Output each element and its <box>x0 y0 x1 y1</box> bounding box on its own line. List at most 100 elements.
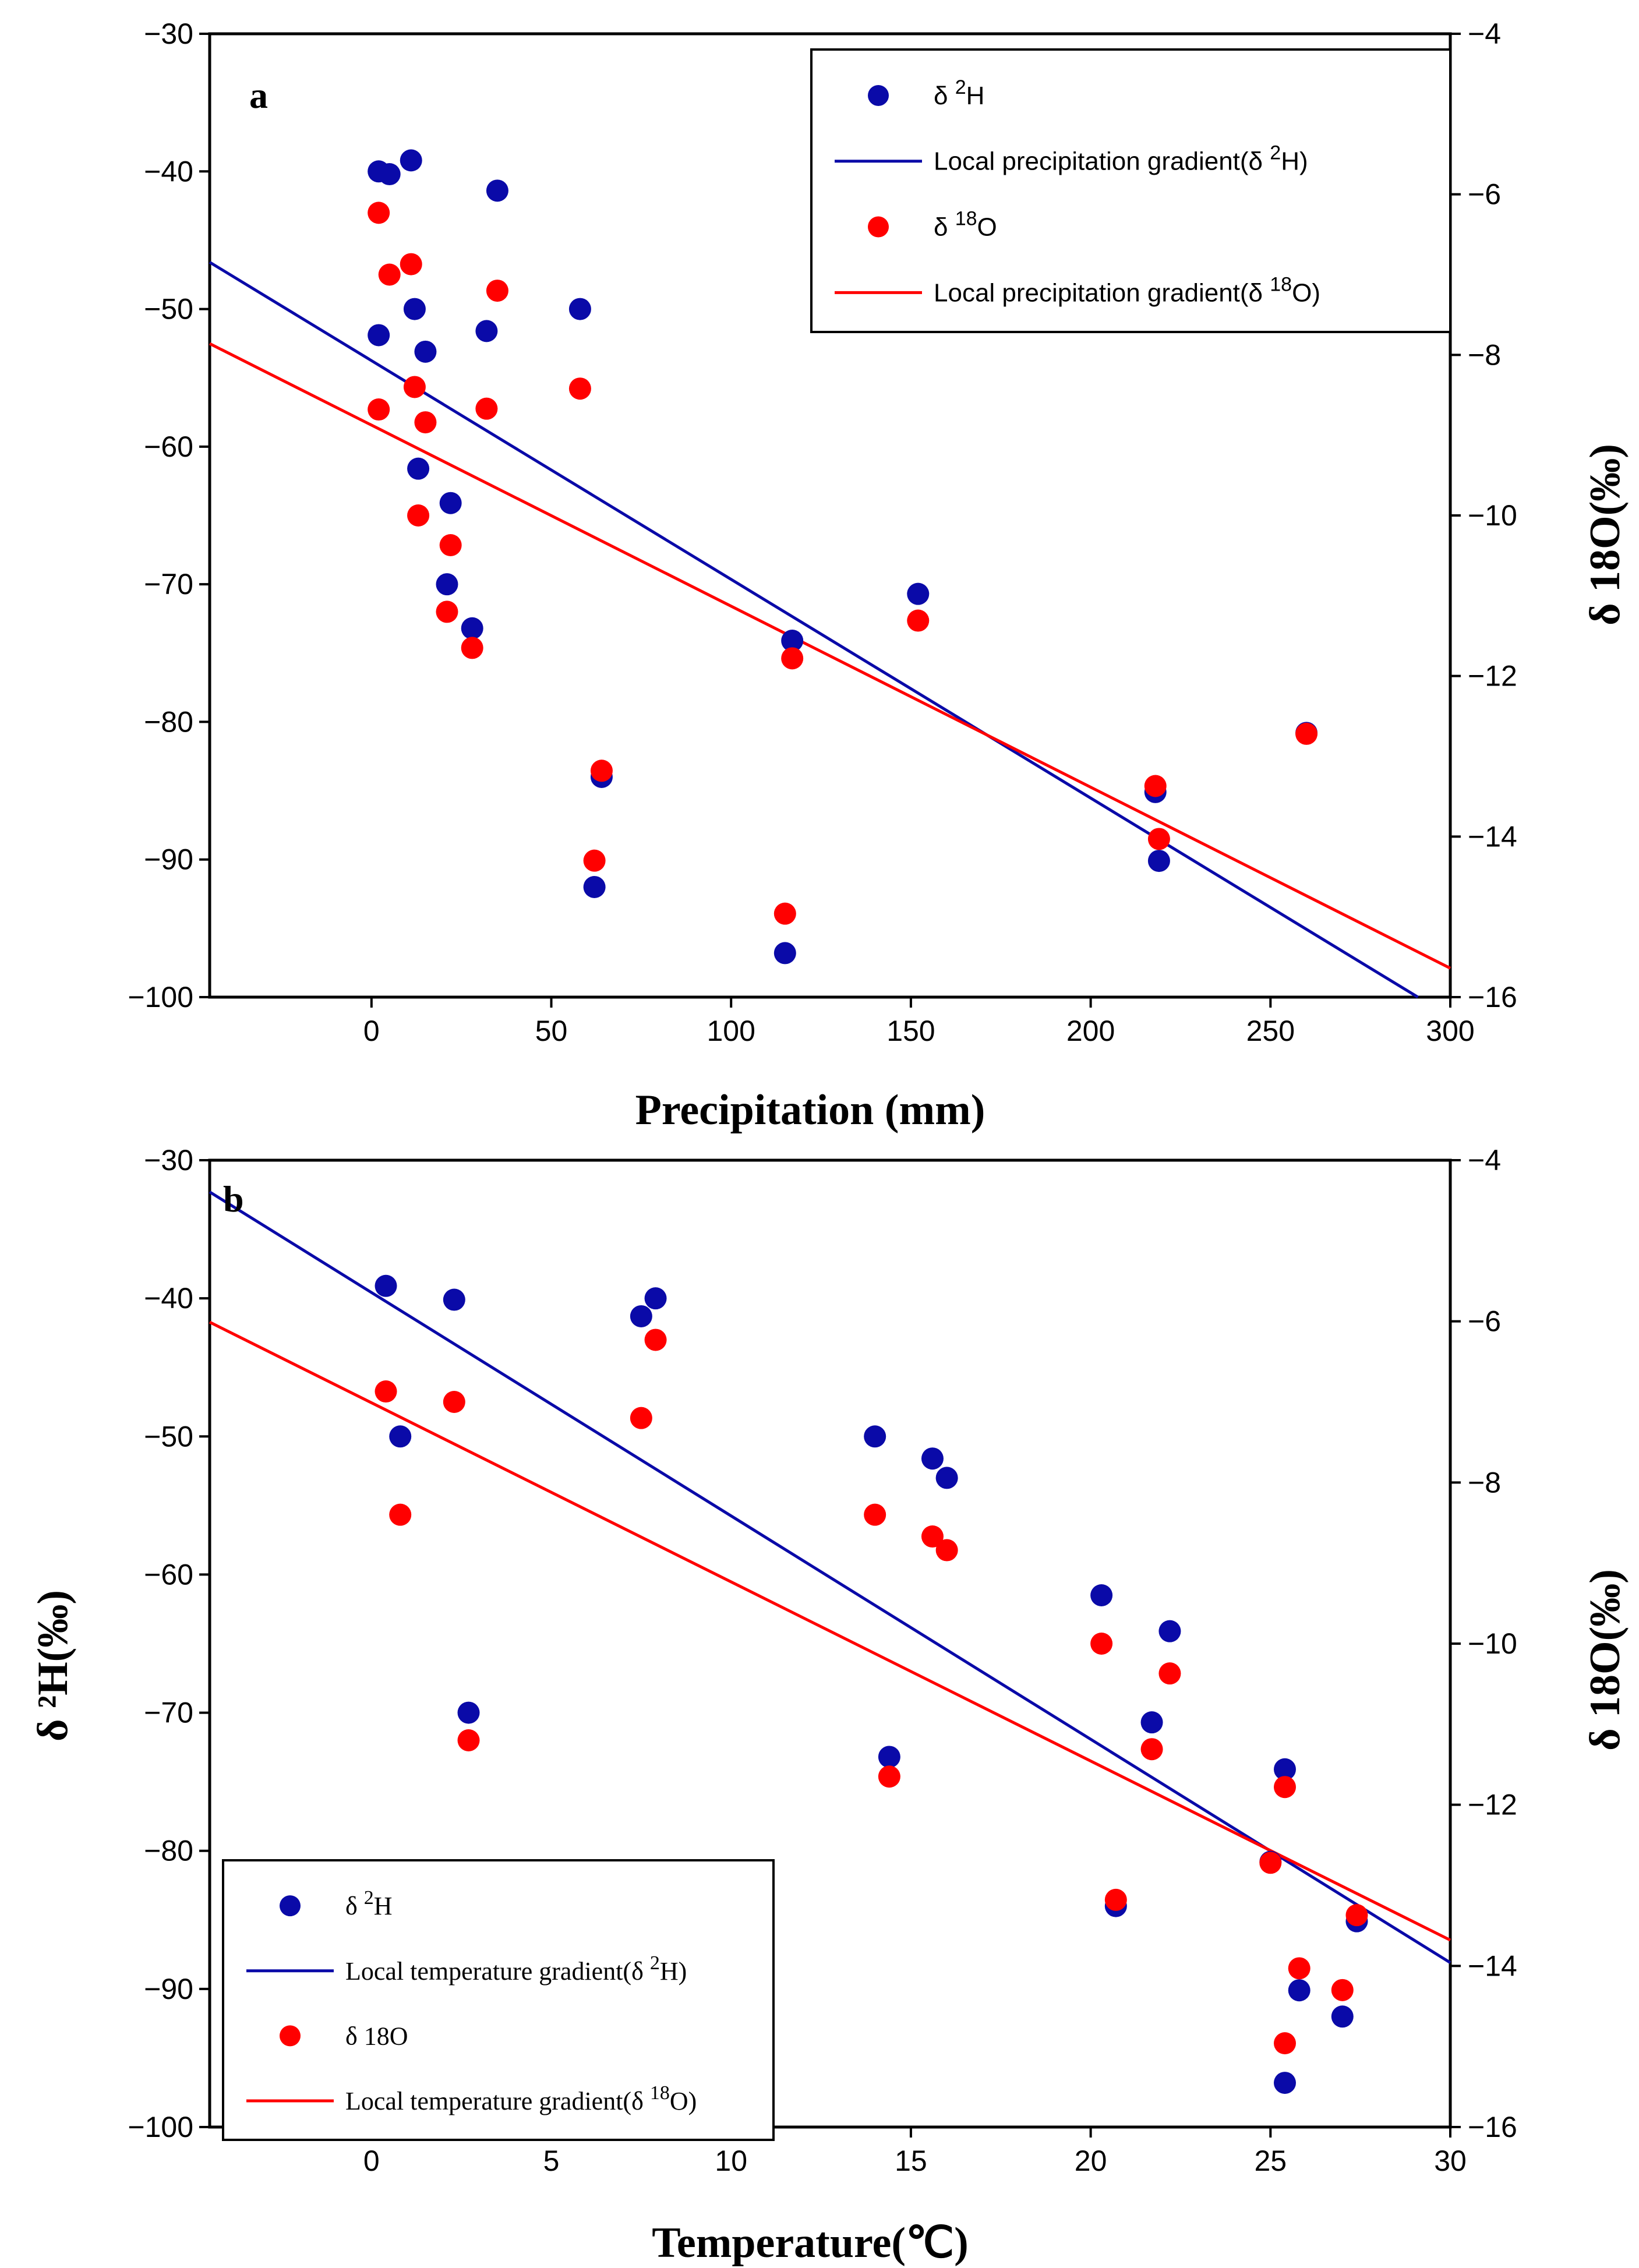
data-point-a-d2h-9 <box>407 457 430 480</box>
right-y-tick-label-a-5: −6 <box>1468 178 1501 211</box>
data-point-b-d18o-10 <box>457 1729 480 1751</box>
x-tick-label-b-2: 10 <box>715 2145 747 2177</box>
data-point-a-d18o-7 <box>475 397 498 420</box>
left-y-tick-label-b-7: −30 <box>144 1144 193 1177</box>
data-point-b-d18o-4 <box>389 1503 412 1526</box>
legend-label-b-2: δ 18O <box>345 2022 408 2050</box>
left-y-tick-label-a-1: −90 <box>144 843 193 876</box>
panel-letter-a: a <box>249 75 268 116</box>
x-tick-label-a-2: 100 <box>707 1015 755 1047</box>
left-y-tick-label-a-7: −30 <box>144 17 193 50</box>
data-point-b-d18o-8 <box>1090 1633 1113 1655</box>
data-point-b-d18o-16 <box>1288 1957 1311 1980</box>
data-point-b-d2h-0 <box>375 1274 397 1297</box>
data-point-a-d2h-13 <box>781 630 804 652</box>
data-point-b-d18o-6 <box>921 1525 944 1548</box>
right-y-tick-label-a-6: −4 <box>1468 17 1501 50</box>
data-point-b-d2h-10 <box>457 1701 480 1724</box>
data-point-b-d2h-5 <box>864 1425 886 1448</box>
legend-marker-b-0 <box>280 1895 301 1917</box>
x-axis-title-b: Temperature(℃) <box>652 2219 968 2267</box>
panel-a: 0 50 100 150 200 250 300 −100 −90 −80 −70 −60 −50 −40… <box>128 17 1629 1134</box>
data-point-a-d18o-13 <box>781 647 804 670</box>
legend-label-b-1: Local temperature gradient(δ 2H) <box>345 1952 687 1986</box>
right-y-tick-label-b-4: −8 <box>1468 1466 1501 1499</box>
x-tick-label-a-1: 50 <box>535 1015 568 1047</box>
left-y-tick-label-a-6: −40 <box>144 155 193 188</box>
right-axis-title-b: δ 18O(‰) <box>1581 1569 1629 1751</box>
x-tick-label-a-4: 200 <box>1066 1015 1115 1047</box>
legend-b: δ 2H Local temperature gradient(δ 2H) δ 18… <box>222 1859 775 2141</box>
legend-marker-b-2 <box>280 2025 301 2047</box>
data-point-a-d18o-18 <box>1144 775 1167 797</box>
data-point-b-d2h-18 <box>1274 2072 1296 2094</box>
x-tick-label-b-4: 20 <box>1075 2145 1107 2177</box>
left-axis-title-b: δ ²H(‰) <box>29 1590 77 1741</box>
data-point-a-d2h-10 <box>439 492 462 514</box>
right-y-tick-label-b-0: −16 <box>1468 2111 1517 2143</box>
data-point-b-d18o-1 <box>443 1391 465 1413</box>
data-point-b-d2h-7 <box>935 1467 958 1489</box>
right-y-tick-label-a-3: −10 <box>1468 499 1517 532</box>
left-y-tick-label-b-2: −80 <box>144 1835 193 1867</box>
data-point-a-d18o-8 <box>568 377 591 400</box>
left-y-tick-label-b-5: −50 <box>144 1420 193 1453</box>
data-point-a-d2h-6 <box>414 340 437 363</box>
data-point-b-d18o-19 <box>1259 1852 1282 1874</box>
right-axis-title-a: δ 18O(‰) <box>1581 444 1629 626</box>
data-point-a-d2h-5 <box>403 298 426 320</box>
right-y-tick-label-b-3: −10 <box>1468 1627 1517 1660</box>
left-y-tick-label-b-3: −70 <box>144 1697 193 1729</box>
x-axis-title-a: Precipitation (mm) <box>635 1086 985 1134</box>
data-point-a-d18o-10 <box>439 534 462 556</box>
left-y-tick-label-a-3: −70 <box>144 568 193 600</box>
data-point-b-d18o-3 <box>630 1407 652 1429</box>
data-point-a-d18o-9 <box>407 504 430 527</box>
legend-a: δ 2H Local precipitation gradient(δ 2H) δ … <box>810 48 1451 333</box>
right-y-tick-label-a-2: −12 <box>1468 660 1517 693</box>
right-y-tick-label-b-5: −6 <box>1468 1305 1501 1338</box>
data-point-b-d18o-12 <box>878 1765 900 1788</box>
x-tick-label-b-5: 25 <box>1254 2145 1287 2177</box>
data-point-b-d18o-18 <box>1274 2032 1296 2055</box>
fit-line-b-d18o <box>209 1320 1451 1942</box>
data-point-b-d2h-12 <box>878 1746 900 1768</box>
data-point-a-d2h-4 <box>368 324 390 347</box>
data-point-b-d2h-2 <box>644 1287 667 1310</box>
data-point-a-d2h-14 <box>907 582 930 605</box>
left-y-tick-label-a-2: −80 <box>144 705 193 738</box>
data-point-a-d18o-12 <box>461 637 483 659</box>
x-tick-label-b-0: 0 <box>363 2145 380 2177</box>
data-point-a-d2h-1 <box>378 163 401 186</box>
data-point-a-d18o-3 <box>486 280 508 302</box>
x-tick-label-a-6: 300 <box>1426 1015 1474 1047</box>
data-point-a-d2h-17 <box>773 942 796 965</box>
data-point-b-d18o-9 <box>1158 1662 1181 1685</box>
data-point-a-d18o-19 <box>1147 828 1170 850</box>
legend-label-b-3: Local temperature gradient(δ 18O) <box>345 2082 697 2115</box>
data-point-a-d18o-4 <box>368 398 390 421</box>
panel-b: 0 5 10 15 20 25 30 −100 −90 −80 −70 −60 −50 −40 −30 −16… <box>29 1144 1629 2267</box>
legend-label-b-0: δ 2H <box>345 1887 393 1920</box>
data-point-b-d18o-5 <box>864 1503 886 1526</box>
legend-label-a-1: Local precipitation gradient(δ 2H) <box>934 142 1308 176</box>
data-point-b-d18o-17 <box>1331 1979 1354 2001</box>
data-point-a-d18o-14 <box>907 609 930 632</box>
x-tick-label-b-6: 30 <box>1434 2145 1467 2177</box>
data-point-a-d2h-12 <box>461 617 483 640</box>
data-point-b-d2h-8 <box>1090 1584 1113 1606</box>
legend-marker-a-2 <box>868 216 889 238</box>
data-point-a-d18o-17 <box>773 902 796 925</box>
legend-label-a-2: δ 18O <box>934 208 997 242</box>
right-y-tick-label-a-1: −14 <box>1468 820 1517 853</box>
data-point-a-d2h-8 <box>568 298 591 320</box>
data-point-b-d18o-0 <box>375 1380 397 1403</box>
left-y-tick-label-b-0: −100 <box>128 2111 193 2143</box>
data-point-b-d2h-1 <box>443 1288 465 1311</box>
data-point-b-d2h-13 <box>1274 1758 1296 1781</box>
data-point-a-d18o-0 <box>368 202 390 224</box>
data-point-b-d18o-13 <box>1274 1776 1296 1799</box>
data-point-a-d18o-5 <box>403 376 426 398</box>
data-point-a-d18o-16 <box>583 849 606 872</box>
data-point-a-d2h-2 <box>400 149 422 172</box>
